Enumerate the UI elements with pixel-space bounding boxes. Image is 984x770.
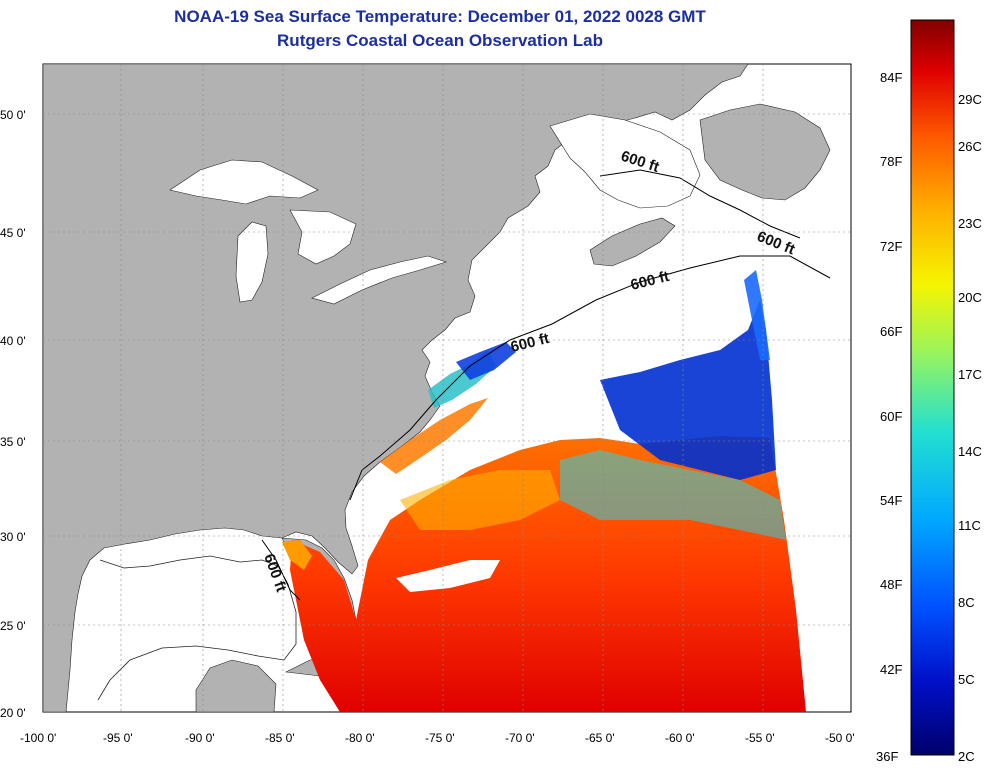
sst-cold-strip <box>744 270 770 360</box>
cloud-gap <box>396 560 500 592</box>
cb-c-label: 14C <box>958 444 982 459</box>
gulf-of-mexico-outline <box>97 555 297 701</box>
land-newfoundland <box>699 103 831 201</box>
sst-yellow-band <box>400 470 560 530</box>
cb-f-label: 60F <box>880 409 902 424</box>
cb-f-label: 66F <box>880 324 902 339</box>
lake-erie-ontario <box>311 255 447 305</box>
cb-c-label: 2C <box>958 749 975 764</box>
cb-c-label: 23C <box>958 216 982 231</box>
lat-label: 35 0' <box>0 435 26 449</box>
land-yucatan <box>195 659 277 712</box>
sst-mid-region <box>560 450 786 540</box>
cb-c-label: 20C <box>958 290 982 305</box>
cb-c-label: 17C <box>958 367 982 382</box>
lon-label: -70 0' <box>505 731 535 745</box>
cb-f-label: 72F <box>880 239 902 254</box>
lon-label: -80 0' <box>345 731 375 745</box>
lake-michigan <box>235 221 269 303</box>
lake-superior <box>169 159 319 205</box>
colorbar <box>910 19 955 756</box>
lat-label: 25 0' <box>0 619 26 633</box>
cb-f-label: 48F <box>880 577 902 592</box>
cb-f-label: 84F <box>880 70 902 85</box>
cb-f-label: 42F <box>880 662 902 677</box>
sst-florida-west <box>282 540 312 570</box>
lon-label: -90 0' <box>185 731 215 745</box>
sst-shelf-blue <box>456 342 516 380</box>
latitude-labels: 50 0' 45 0' 40 0' 35 0' 30 0' 25 0' 20 0… <box>0 108 26 720</box>
cb-c-label: 11C <box>958 518 981 533</box>
lon-label: -55 0' <box>745 731 775 745</box>
sst-cold-region <box>600 300 776 480</box>
grid-lines <box>43 64 851 712</box>
st-lawrence-gulf <box>549 113 701 209</box>
cb-c-label: 29C <box>958 92 982 107</box>
lon-label: -100 0' <box>20 731 56 745</box>
lake-huron <box>289 209 357 265</box>
cb-f-label: 54F <box>880 493 902 508</box>
colorbar-celsius-labels: 29C 26C 23C 20C 17C 14C 11C 8C 5C 2C <box>958 92 982 764</box>
lat-label: 50 0' <box>0 108 26 122</box>
lat-label: 30 0' <box>0 530 26 544</box>
lon-label: -75 0' <box>425 731 455 745</box>
cb-c-label: 8C <box>958 595 975 610</box>
cb-c-label: 5C <box>958 672 975 687</box>
map-title: NOAA-19 Sea Surface Temperature: Decembe… <box>174 7 706 26</box>
lon-label: -85 0' <box>265 731 295 745</box>
map-subtitle: Rutgers Coastal Ocean Observation Lab <box>277 31 603 50</box>
lat-label: 40 0' <box>0 334 26 348</box>
cb-c-label: 26C <box>958 139 982 154</box>
sst-coastal-band <box>380 398 488 474</box>
lon-label: -65 0' <box>585 731 615 745</box>
lon-label: -60 0' <box>665 731 695 745</box>
colorbar-fahrenheit-labels: 84F 78F 72F 66F 60F 54F 48F 42F 36F <box>876 70 902 764</box>
lon-label: -95 0' <box>103 731 133 745</box>
cb-f-label: 78F <box>880 154 902 169</box>
lon-label: -50 0' <box>825 731 855 745</box>
lat-label: 20 0' <box>0 706 26 720</box>
longitude-labels: -100 0' -95 0' -90 0' -85 0' -80 0' -75 … <box>20 731 855 745</box>
lat-label: 45 0' <box>0 226 26 240</box>
cb-f-label: 36F <box>876 749 898 764</box>
